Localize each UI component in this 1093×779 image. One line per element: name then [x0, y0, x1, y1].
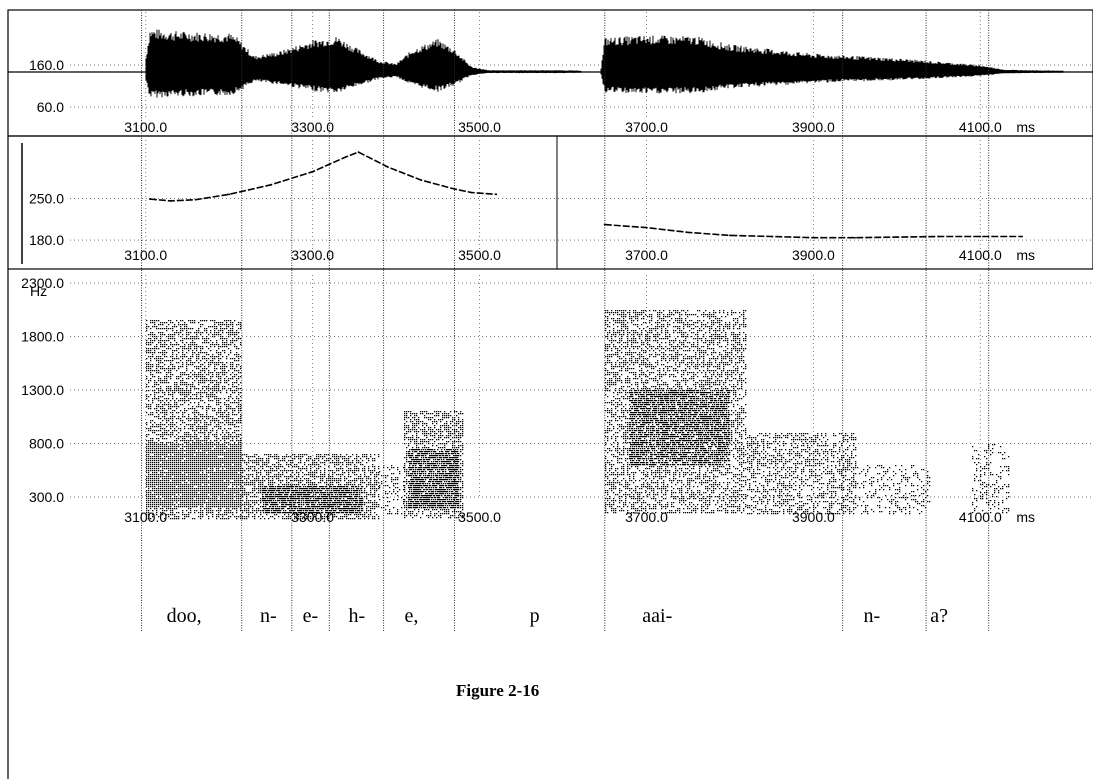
- spectrogram-x-tick-label: 3500.0: [458, 509, 501, 525]
- segment-label: p: [530, 605, 540, 627]
- pitch-point: [148, 198, 151, 200]
- pitch-x-tick-label: 3900.0: [792, 247, 835, 263]
- waveform-signal: [145, 29, 1064, 98]
- segment-label: aai-: [642, 605, 672, 627]
- pitch-x-unit: ms: [1016, 247, 1035, 263]
- pitch-point: [194, 198, 197, 201]
- waveform-x-tick-label: 3900.0: [792, 119, 835, 135]
- pitch-x-tick-label: 3300.0: [291, 247, 334, 263]
- pitch-panel-frame: [7, 135, 1093, 270]
- segment-label: h-: [349, 605, 366, 627]
- spectrogram-y-tick-label: 1800.0: [21, 329, 64, 345]
- pitch-x-tick-label: 3100.0: [124, 247, 167, 263]
- waveform-y-tick-label: 160.0: [29, 57, 64, 73]
- waveform-x-tick-label: 4100.0: [959, 119, 1002, 135]
- waveform-x-tick-label: 3300.0: [291, 119, 334, 135]
- pitch-x-tick-label: 4100.0: [959, 247, 1002, 263]
- pitch-point: [270, 183, 272, 186]
- spectrogram-x-tick-label: 3100.0: [124, 509, 167, 525]
- spectrogram-y-tick-label: 800.0: [29, 436, 64, 452]
- segment-label: n-: [863, 605, 880, 627]
- pitch-contour-2: [604, 223, 1023, 239]
- segment-label: a?: [930, 605, 948, 627]
- waveform-x-tick-label: 3100.0: [124, 119, 167, 135]
- waveform-layer: [8, 29, 1093, 98]
- waveform-x-tick-label: 3500.0: [458, 119, 501, 135]
- pitch-point: [169, 199, 172, 202]
- waveform-x-tick-label: 3700.0: [625, 119, 668, 135]
- pitch-point: [854, 236, 857, 239]
- pitch-point: [687, 231, 690, 234]
- pitch-point: [1021, 235, 1023, 238]
- pitch-point: [645, 226, 648, 229]
- segment-label: e-: [303, 605, 319, 627]
- text-layer: 160.0 60.0 3100.0 3300.0 3500.0 3700.0 3900.0 4…: [21, 57, 1035, 627]
- spectrogram-y-tick-label: 2300.0: [21, 275, 64, 291]
- pitch-point: [979, 235, 982, 238]
- segment-label: n-: [260, 605, 277, 627]
- pitch-y-tick-label: 180.0: [29, 232, 64, 248]
- spectrogram-y-tick-label: 1300.0: [21, 382, 64, 398]
- pitch-y-tick-label: 250.0: [29, 190, 64, 206]
- spectrogram-y-unit: Hz: [30, 283, 47, 299]
- spectrogram-x-tick-label: 3700.0: [625, 509, 668, 525]
- pitch-point: [470, 191, 473, 194]
- segment-label: doo,: [167, 605, 202, 627]
- segment-boundary-layer: [141, 10, 990, 632]
- pitch-point: [311, 170, 314, 173]
- pitch-point: [729, 234, 731, 237]
- pitch-layer: [148, 151, 1023, 239]
- pitch-point: [420, 179, 423, 181]
- spectrogram-y-tick-label: 300.0: [29, 489, 64, 505]
- spectrogram-x-unit: ms: [1016, 509, 1035, 525]
- pitch-point: [895, 236, 898, 239]
- figure-caption: Figure 2-16: [456, 681, 539, 700]
- spectrogram-x-tick-label: 3900.0: [792, 509, 835, 525]
- spectrogram-x-tick-label: 3300.0: [291, 509, 334, 525]
- pitch-point: [228, 193, 231, 196]
- segment-label: e,: [404, 605, 418, 627]
- spectrogram-x-tick-label: 4100.0: [959, 509, 1002, 525]
- pitch-point: [386, 166, 389, 168]
- pitch-x-tick-label: 3500.0: [458, 247, 501, 263]
- pitch-point: [453, 188, 456, 190]
- pitch-contour-1: [149, 151, 497, 202]
- spectrogram-layer: [146, 310, 1010, 520]
- pitch-point: [937, 235, 940, 238]
- pitch-point: [357, 151, 360, 154]
- pitch-point: [495, 193, 498, 196]
- waveform-y-tick-label: 60.0: [37, 99, 64, 115]
- pitch-x-tick-label: 3700.0: [625, 247, 668, 263]
- waveform-x-unit: ms: [1016, 119, 1035, 135]
- spectrogram-energy: [146, 310, 1010, 520]
- pitch-point: [812, 236, 815, 239]
- pitch-point: [345, 155, 347, 158]
- pitch-point: [770, 235, 773, 238]
